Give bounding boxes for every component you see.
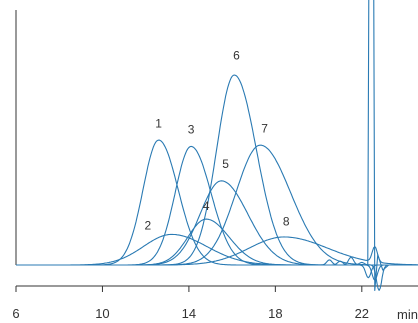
axes bbox=[15, 10, 418, 287]
x-tick-label: 6 bbox=[12, 306, 19, 321]
chromatogram-trace-3 bbox=[16, 145, 418, 266]
x-ticks: 6 10 14 18 22 bbox=[12, 286, 369, 321]
x-tick-label: 14 bbox=[182, 306, 196, 321]
x-axis-unit-label: min bbox=[397, 307, 418, 322]
chromatogram-trace-7 bbox=[16, 144, 418, 291]
peak-label-8: 8 bbox=[283, 214, 290, 228]
peak-label-5: 5 bbox=[222, 157, 229, 171]
peak-label-7: 7 bbox=[261, 121, 268, 135]
chromatogram-trace-1 bbox=[16, 139, 418, 266]
traces bbox=[16, 0, 418, 292]
peak-label-4: 4 bbox=[203, 199, 210, 213]
peak-label-2: 2 bbox=[144, 218, 151, 232]
chromatogram-trace-6 bbox=[16, 74, 418, 281]
chromatogram-trace-8 bbox=[16, 236, 418, 266]
peak-labels: 1 2 3 4 5 6 7 8 bbox=[144, 49, 289, 233]
x-tick-label: 22 bbox=[355, 306, 369, 321]
peak-label-3: 3 bbox=[188, 123, 195, 137]
peak-label-6: 6 bbox=[233, 49, 240, 63]
peak-label-1: 1 bbox=[155, 116, 162, 130]
solvent-front-spike bbox=[367, 0, 390, 292]
x-tick-label: 10 bbox=[95, 306, 109, 321]
x-tick-label: 18 bbox=[268, 306, 282, 321]
